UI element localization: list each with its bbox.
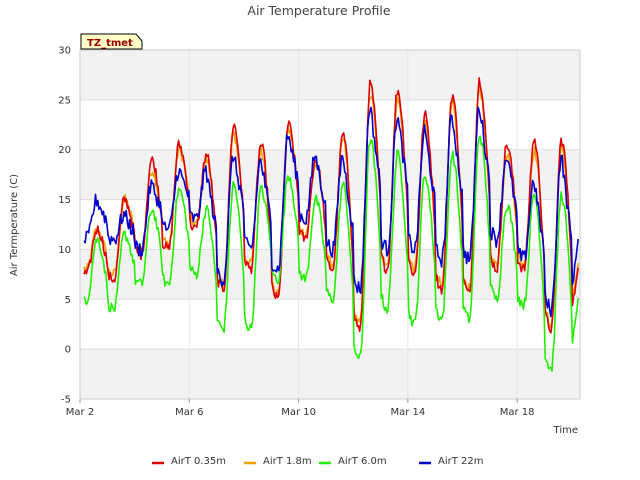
plot-area [80,50,580,399]
y-tick-label: 5 [65,295,71,306]
y-tick-label: 10 [58,245,71,256]
y-tick-label: 20 [58,145,71,156]
plot-background [80,50,580,399]
y-tick-label: 0 [65,345,71,356]
plot-border [79,49,581,400]
background-band [80,149,580,200]
plot-frame [79,49,581,400]
x-tick-label: Mar 6 [175,407,203,418]
badge-label: TZ_tmet [87,38,133,49]
x-tick-label: Mar 14 [390,407,425,418]
legend-label: AirT 1.8m [263,456,312,467]
y-axis-ticks: -5 0 5 10 15 20 25 30 [58,46,71,406]
y-tick-label: -5 [61,395,71,406]
series-line-airt-6-0m [83,135,579,372]
badge-shape [80,33,143,50]
y-tick-label: 15 [58,195,71,206]
legend-label: AirT 0.35m [171,456,226,467]
y-axis-label: Air Termperature (C) [9,174,20,276]
background-band [80,50,580,100]
legend-label: AirT 22m [438,456,483,467]
y-tick-label: 25 [58,95,71,106]
chart-title: Air Temperature Profile [247,3,390,18]
y-tick-label: 30 [58,46,71,57]
x-tick-label: Mar 18 [500,407,535,418]
x-axis-ticks: Mar 2 Mar 6 Mar 10 Mar 14 Mar 18 [66,399,535,418]
background-band [80,349,580,399]
legend-label: AirT 6.0m [338,456,387,467]
series-line-airt-22m [83,106,579,318]
x-tick-label: Mar 2 [66,407,94,418]
legend: AirT 0.35m AirT 1.8m AirT 6.0m AirT 22m [152,456,483,467]
x-tick-label: Mar 10 [281,407,316,418]
tz-badge: TZ_tmet [80,33,143,50]
x-axis-label: Time [553,425,578,436]
series-line-airt-0-35m [83,77,579,334]
series-group [83,77,579,372]
